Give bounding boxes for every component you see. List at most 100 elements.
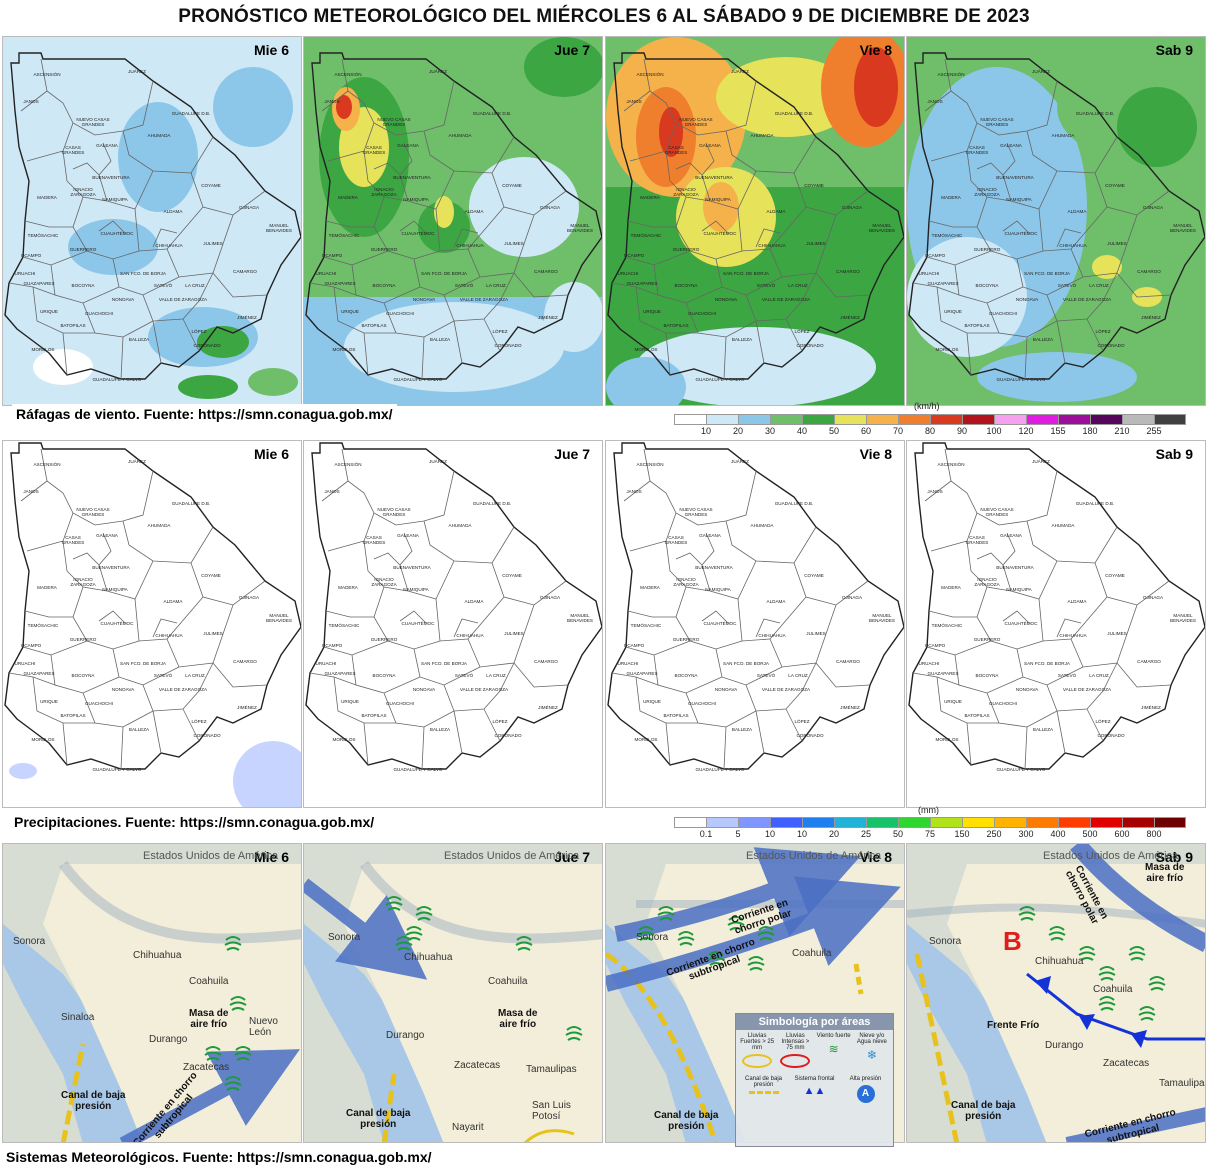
legend-item-snow: Nieve y/o Agua nieve ❄ bbox=[856, 1033, 887, 1062]
wind-map-vie-8: Vie 8 bbox=[605, 36, 905, 406]
colorbar-cell bbox=[930, 414, 962, 425]
state-label-chihuahua: Chihuahua bbox=[133, 950, 182, 961]
systems-base-svg bbox=[304, 844, 602, 1142]
state-label-sinaloa: Sinaloa bbox=[61, 1012, 95, 1023]
state-label-nayarit: Nayarit bbox=[452, 1122, 484, 1133]
colorbar-cell bbox=[994, 414, 1026, 425]
state-label-coahuila: Coahuila bbox=[488, 976, 528, 987]
colorbar-cell bbox=[1026, 817, 1058, 828]
wind-map-sab-9: Sab 9 bbox=[906, 36, 1206, 406]
precip-field-svg bbox=[606, 441, 904, 807]
colorbar-tick-label: 155 bbox=[1050, 426, 1066, 436]
colorbar-tick-label: 600 bbox=[1114, 829, 1130, 839]
colorbar-tick-label: 75 bbox=[924, 829, 935, 839]
colorbar-cell bbox=[898, 414, 930, 425]
systems-caption: Sistemas Meteorológicos. Fuente: https:/… bbox=[2, 1147, 436, 1167]
colorbar-tick-label: 70 bbox=[892, 426, 903, 436]
colorbar-tick-label: 50 bbox=[892, 829, 903, 839]
legend-item-heavy-rain: Lluvias Fuertes > 25 mm bbox=[739, 1033, 775, 1068]
state-label-zacatecas: Zacatecas bbox=[454, 1060, 501, 1071]
legend-item-front: Sistema frontal ▲▲ bbox=[794, 1076, 835, 1097]
colorbar-cell bbox=[674, 817, 706, 828]
trough-label: Canal de baja presión bbox=[654, 1110, 719, 1132]
state-label-zacatecas: Zacatecas bbox=[1103, 1058, 1150, 1069]
colorbar-cell bbox=[802, 817, 834, 828]
wind-map-mie-6: Mie 6 bbox=[2, 36, 302, 406]
state-label-sonora: Sonora bbox=[13, 936, 46, 947]
legend-item-trough: Canal de baja presión bbox=[742, 1076, 786, 1103]
state-label-usa: Estados Unidos de América bbox=[1043, 850, 1179, 862]
cold-air-mass-label: Masa de aire frío bbox=[498, 1008, 538, 1030]
precip-field-svg bbox=[907, 441, 1205, 807]
precip-map-sab-9: Sab 9 bbox=[906, 440, 1206, 808]
state-label-chihuahua: Chihuahua bbox=[404, 952, 453, 963]
colorbar-tick-label: 120 bbox=[1018, 426, 1034, 436]
day-label: Vie 8 bbox=[859, 446, 892, 462]
colorbar-cell bbox=[738, 414, 770, 425]
colorbar-cell bbox=[738, 817, 770, 828]
colorbar-cell bbox=[706, 414, 738, 425]
state-label-slp: San Luis Potosí bbox=[532, 1100, 571, 1122]
precip-map-vie-8: Vie 8 bbox=[605, 440, 905, 808]
wind-caption: Ráfagas de viento. Fuente: https://smn.c… bbox=[12, 404, 397, 424]
precip-map-jue-7: Jue 7 bbox=[303, 440, 603, 808]
precip-scale-unit: (mm) bbox=[918, 805, 939, 815]
wind-colorbar-ticks: 10 20 30 40 50 60 70 80 90 100 120 155 180 210 255 bbox=[690, 426, 1170, 436]
colorbar-cell bbox=[1090, 414, 1122, 425]
colorbar-tick-label: 250 bbox=[986, 829, 1002, 839]
colorbar-tick-label: 300 bbox=[1018, 829, 1034, 839]
precip-field-svg bbox=[3, 441, 301, 807]
legend-item-high-pressure: Alta presión A bbox=[844, 1076, 888, 1103]
trough-label: Canal de baja presión bbox=[61, 1090, 126, 1112]
colorbar-cell bbox=[962, 414, 994, 425]
colorbar-tick-label: 30 bbox=[764, 426, 775, 436]
colorbar-tick-label: 210 bbox=[1114, 426, 1130, 436]
state-label-durango: Durango bbox=[149, 1034, 188, 1045]
colorbar-cell bbox=[1058, 414, 1090, 425]
systems-map-jue-7: Jue 7 Estados Unidos de América Sonora C… bbox=[303, 843, 603, 1143]
state-label-nuevo-leon: Nuevo León bbox=[249, 1016, 278, 1038]
precip-field-svg bbox=[304, 441, 602, 807]
wind-map-jue-7: Jue 7 bbox=[303, 36, 603, 406]
colorbar-tick-label: 5 bbox=[735, 829, 741, 839]
day-label: Mie 6 bbox=[253, 42, 289, 58]
state-label-usa: Estados Unidos de América bbox=[444, 850, 580, 862]
wind-field-svg bbox=[907, 37, 1205, 405]
state-label-coahuila: Coahuila bbox=[189, 976, 229, 987]
colorbar-tick-label: 180 bbox=[1082, 426, 1098, 436]
symbology-legend: Simbología por áreas Lluvias Fuertes > 2… bbox=[735, 1013, 894, 1147]
colorbar-tick-label: 0.1 bbox=[699, 829, 713, 839]
state-label-usa: Estados Unidos de América bbox=[143, 850, 279, 862]
colorbar-cell bbox=[706, 817, 738, 828]
colorbar-cell bbox=[1090, 817, 1122, 828]
colorbar-tick-label: 100 bbox=[986, 426, 1002, 436]
systems-base-svg bbox=[907, 844, 1205, 1142]
cold-air-mass-label: Masa de aire frío bbox=[1145, 862, 1185, 884]
low-pressure-symbol: B bbox=[1003, 926, 1022, 956]
systems-map-mie-6: Mie 6 Estados Unidos de América Sonora C… bbox=[2, 843, 302, 1143]
colorbar-cell bbox=[866, 414, 898, 425]
page-title: PRONÓSTICO METEOROLÓGICO DEL MIÉRCOLES 6… bbox=[178, 6, 1030, 27]
colorbar-cell bbox=[802, 414, 834, 425]
systems-map-sab-9: Sab 9 Estados Unidos de América Sonora C… bbox=[906, 843, 1206, 1143]
day-label: Mie 6 bbox=[253, 849, 289, 865]
cold-air-mass-label: Masa de aire frío bbox=[189, 1008, 229, 1030]
colorbar-tick-label: 10 bbox=[796, 829, 807, 839]
colorbar-cell bbox=[994, 817, 1026, 828]
day-label: Vie 8 bbox=[859, 849, 892, 865]
colorbar-cell bbox=[834, 414, 866, 425]
cold-front-label: Frente Frío bbox=[987, 1020, 1040, 1031]
wind-scale-unit: (km/h) bbox=[914, 401, 940, 411]
legend-item-strong-wind: Viento fuerte ≋ bbox=[816, 1033, 851, 1056]
colorbar-tick-label: 20 bbox=[732, 426, 743, 436]
state-label-coahuila: Coahuila bbox=[1093, 984, 1133, 995]
state-label-tamaulipas: Tamaulipas bbox=[1159, 1078, 1206, 1089]
state-label-sonora: Sonora bbox=[328, 932, 361, 943]
wind-field-svg bbox=[3, 37, 301, 405]
day-label: Jue 7 bbox=[554, 446, 590, 462]
colorbar-cell bbox=[1122, 817, 1154, 828]
trough-label: Canal de baja presión bbox=[346, 1108, 411, 1130]
legend-item-intense-rain: Lluvias Intensas > 75 mm bbox=[777, 1033, 813, 1068]
day-label: Sab 9 bbox=[1155, 446, 1193, 462]
colorbar-cell bbox=[770, 414, 802, 425]
